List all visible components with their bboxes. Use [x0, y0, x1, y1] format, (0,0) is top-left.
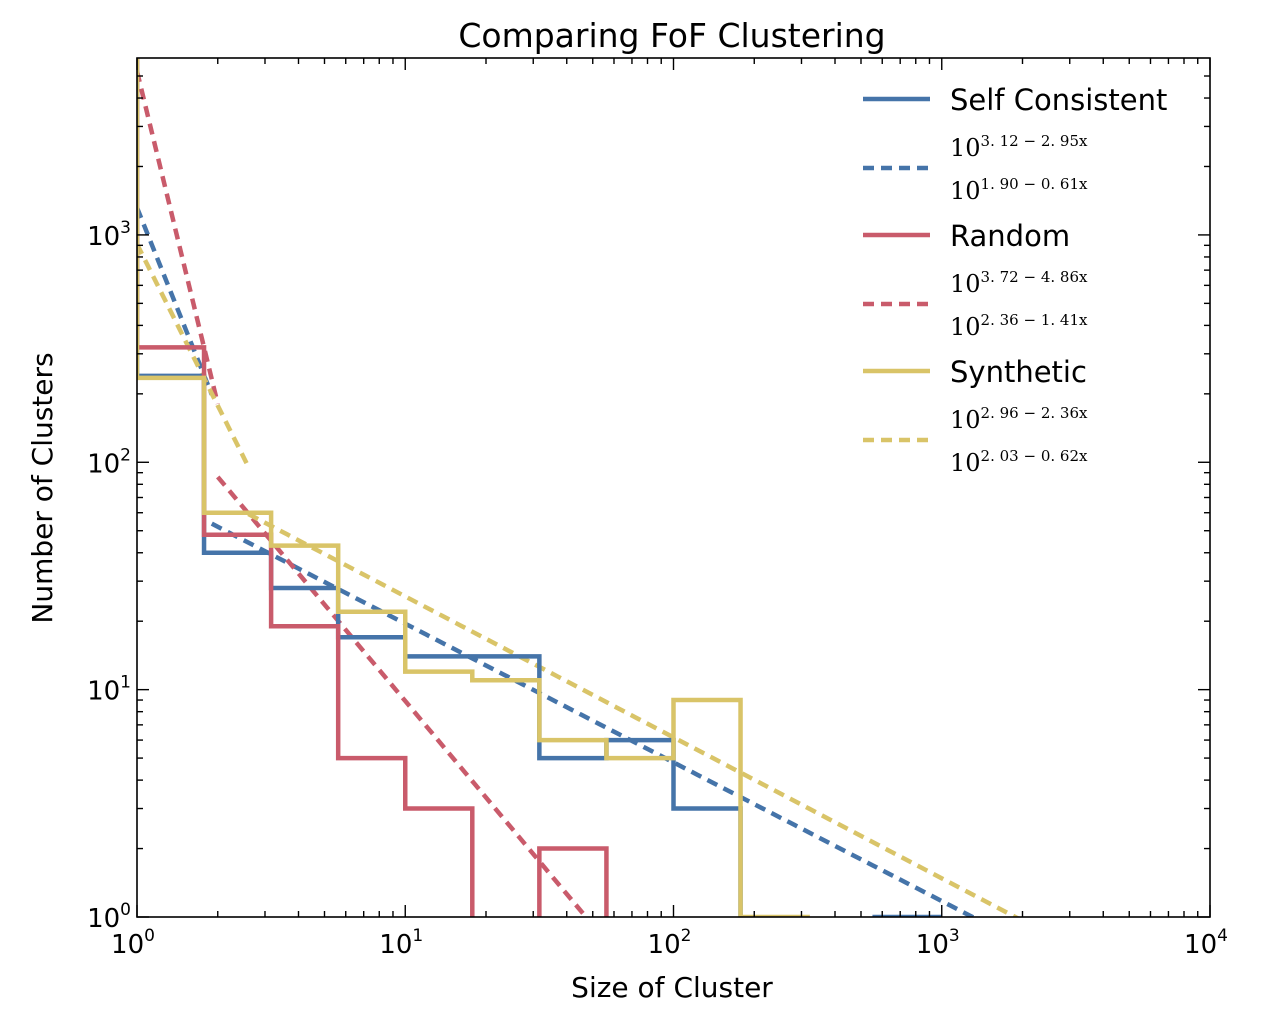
legend-formula: 103. 72 − 4. 86x [950, 268, 1088, 298]
legend-entry: 102. 96 − 2. 36x 102. 03 − 0. 62x [863, 404, 1088, 477]
legend-formula: 102. 03 − 0. 62x [950, 447, 1088, 477]
legend-formula: 102. 36 − 1. 41x [950, 311, 1088, 341]
histogram-line [137, 58, 942, 917]
series-self-consistent [137, 58, 942, 917]
x-axis-label: Size of Cluster [571, 971, 773, 1004]
x-tick-label: 104 [1184, 926, 1228, 960]
legend-entry: Self Consistent [863, 83, 1167, 117]
y-tick-label: 101 [87, 673, 131, 707]
legend-entry: 103. 12 − 2. 95x 101. 90 − 0. 61x [863, 132, 1088, 205]
chart-title: Comparing FoF Clustering [458, 16, 885, 55]
fit-line-5 [137, 243, 251, 468]
x-tick-label: 102 [648, 926, 692, 960]
legend: Self Consistent 103. 12 − 2. 95x 101. 90 −… [863, 83, 1167, 477]
legend-formula: 101. 90 − 0. 61x [950, 175, 1088, 205]
x-tick-label: 101 [379, 926, 423, 960]
fit-line-2 [210, 521, 978, 917]
legend-formula: 102. 96 − 2. 36x [950, 404, 1088, 434]
legend-entry: Random [863, 219, 1070, 253]
legend-formula: 103. 12 − 2. 95x [950, 132, 1088, 162]
series-synthetic [137, 58, 810, 917]
fit-line-3 [137, 70, 220, 405]
y-tick-label: 100 [87, 900, 131, 934]
fit-line-1 [137, 206, 214, 396]
y-tick-label: 103 [87, 218, 131, 252]
tick-marks [136, 58, 1211, 918]
axes: 100 101 102 103 104 100 101 102 103 [87, 57, 1228, 960]
x-tick-label: 103 [916, 926, 960, 960]
fit-line-6 [247, 511, 1021, 917]
y-axis-label: Number of Clusters [26, 352, 59, 623]
y-tick-label: 102 [87, 445, 131, 479]
data-marks [137, 58, 1021, 917]
plot-area [137, 58, 1021, 917]
fit-line-4 [216, 475, 589, 917]
legend-label: Self Consistent [950, 83, 1167, 117]
series-random [137, 58, 609, 917]
legend-entry: 103. 72 − 4. 86x 102. 36 − 1. 41x [863, 268, 1088, 341]
histogram-line [137, 58, 609, 917]
histogram-line [137, 58, 810, 917]
legend-label: Random [950, 219, 1070, 253]
legend-entry: Synthetic [863, 355, 1087, 389]
legend-label: Synthetic [950, 355, 1087, 389]
x-tick-label: 100 [111, 926, 155, 960]
